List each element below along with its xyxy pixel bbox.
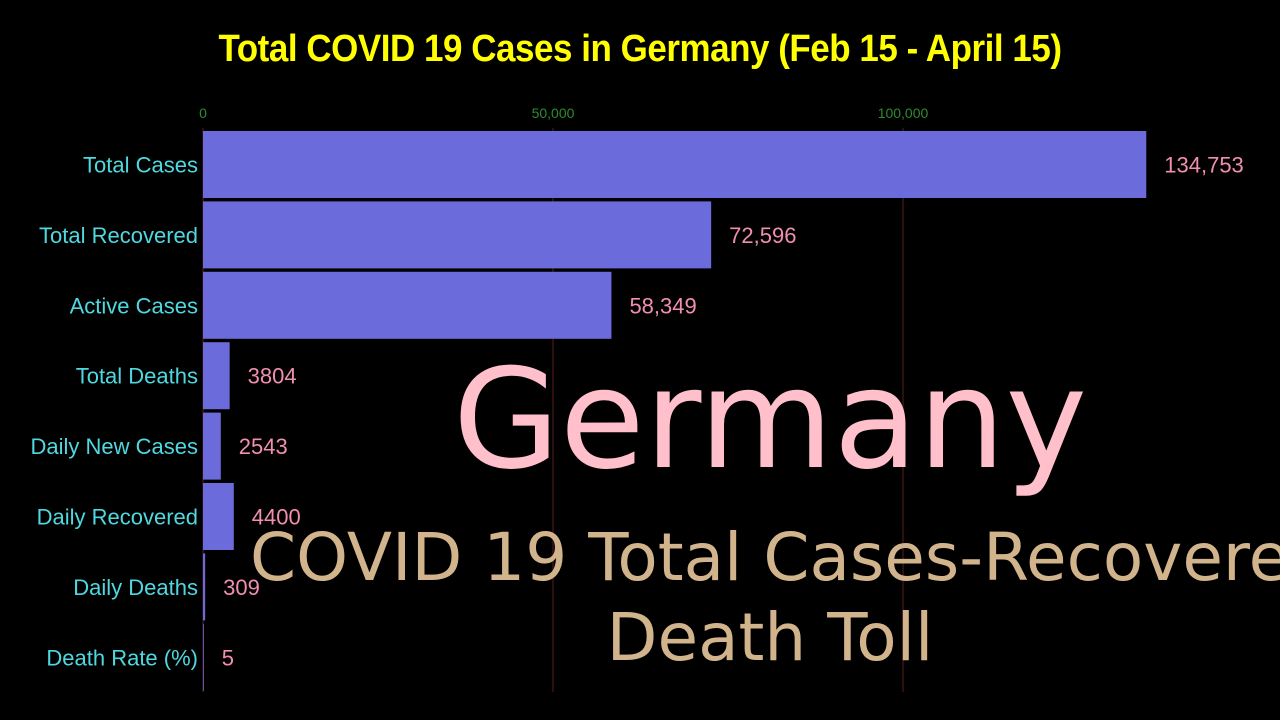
bar xyxy=(203,553,206,621)
value-label: 2543 xyxy=(239,434,288,459)
bar xyxy=(203,131,1147,198)
x-tick-label: 100,000 xyxy=(878,105,929,121)
category-label: Daily Deaths xyxy=(73,575,198,600)
category-label: Daily New Cases xyxy=(31,434,199,459)
bar xyxy=(203,412,221,480)
overlay-subtitle-line-2: Death Toll xyxy=(606,599,934,676)
value-label: 4400 xyxy=(252,505,301,530)
overlay-subtitle-line-1: COVID 19 Total Cases-Recovered xyxy=(250,519,1280,596)
bar xyxy=(203,201,712,269)
chart-title: Total COVID 19 Cases in Germany (Feb 15 … xyxy=(218,28,1062,70)
x-tick-label: 50,000 xyxy=(532,105,575,121)
value-label: 58,349 xyxy=(629,293,696,318)
bar xyxy=(203,271,612,339)
bar xyxy=(203,623,204,691)
category-label: Total Recovered xyxy=(39,223,198,248)
category-label: Total Cases xyxy=(83,153,198,178)
value-label: 134,753 xyxy=(1164,153,1244,178)
category-label: Active Cases xyxy=(70,293,198,318)
value-label: 5 xyxy=(222,645,234,670)
x-tick-label: 0 xyxy=(199,105,207,121)
value-label: 3804 xyxy=(248,364,297,389)
category-label: Total Deaths xyxy=(76,364,198,389)
value-label: 72,596 xyxy=(729,223,796,248)
overlay-country-text: Germany xyxy=(452,339,1088,500)
bar xyxy=(203,342,230,410)
category-label: Daily Recovered xyxy=(37,505,198,530)
value-label: 309 xyxy=(223,575,260,600)
category-label: Death Rate (%) xyxy=(46,645,198,670)
bar xyxy=(203,483,234,550)
